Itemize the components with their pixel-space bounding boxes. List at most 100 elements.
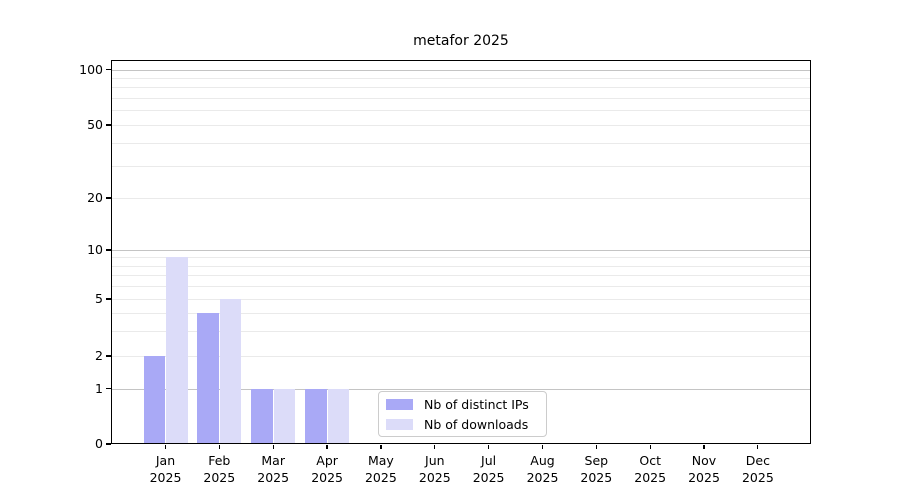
- y-tick-mark: [106, 355, 111, 357]
- x-tick-year: 2025: [203, 470, 236, 485]
- y-tick-mark: [106, 68, 111, 71]
- x-tick-mark: [380, 444, 382, 449]
- y-tick-label: 2: [95, 348, 103, 363]
- x-tick-year: 2025: [472, 470, 505, 485]
- x-tick-year: 2025: [364, 470, 397, 485]
- x-tick-mark: [488, 444, 490, 449]
- y-tick-mark: [106, 387, 111, 390]
- x-tick-month: Aug: [530, 453, 555, 468]
- gridline-minor: [112, 257, 810, 259]
- y-tick-label: 50: [87, 117, 103, 132]
- y-tick-mark: [106, 298, 111, 300]
- x-tick-label: Jan 2025: [136, 452, 196, 486]
- gridline-minor: [112, 198, 810, 199]
- gridline-minor: [112, 312, 810, 314]
- x-tick-mark: [541, 444, 544, 449]
- bar-nb-of-downloads-jan: [166, 257, 188, 443]
- bar-nb-of-downloads-feb: [219, 299, 242, 443]
- bar-nb-of-distinct-ips-apr: [305, 388, 327, 443]
- x-tick-mark: [272, 444, 274, 449]
- x-tick-month: Mar: [261, 453, 285, 468]
- x-tick-label: May 2025: [351, 452, 411, 486]
- y-tick-label: 5: [95, 291, 103, 306]
- y-tick-label: 20: [87, 190, 103, 205]
- x-tick-year: 2025: [257, 470, 290, 485]
- legend-label: Nb of distinct IPs: [424, 396, 529, 412]
- gridline-minor: [112, 330, 810, 332]
- legend-row: Nb of downloads: [386, 417, 546, 432]
- x-tick-month: May: [367, 453, 394, 468]
- x-tick-year: 2025: [526, 470, 559, 485]
- x-tick-month: Feb: [208, 453, 231, 468]
- x-tick-mark: [164, 444, 167, 449]
- bar-nb-of-distinct-ips-jan: [143, 356, 165, 443]
- y-tick-label: 0: [95, 436, 103, 451]
- legend-label: Nb of downloads: [424, 416, 529, 432]
- legend-row: Nb of distinct IPs: [386, 397, 546, 412]
- x-tick-mark: [595, 444, 597, 449]
- gridline-minor: [112, 98, 810, 100]
- gridline-minor: [112, 87, 810, 89]
- x-tick-year: 2025: [418, 470, 451, 485]
- x-tick-label: Nov 2025: [674, 452, 734, 486]
- gridline-major: [112, 388, 810, 390]
- y-tick-mark: [106, 443, 111, 445]
- y-tick-mark: [106, 197, 111, 199]
- x-tick-month: Dec: [745, 453, 770, 468]
- x-tick-label: Sep 2025: [566, 452, 626, 486]
- gridline-minor: [112, 110, 810, 112]
- x-tick-month: Jun: [425, 453, 445, 468]
- x-tick-mark: [649, 444, 651, 449]
- bar-nb-of-downloads-mar: [273, 388, 296, 443]
- x-tick-mark: [218, 444, 220, 449]
- x-tick-month: Apr: [316, 453, 338, 468]
- gridline-minor: [112, 265, 810, 267]
- x-tick-month: Jan: [155, 453, 176, 468]
- y-tick-mark: [106, 249, 111, 251]
- x-tick-month: Oct: [639, 453, 661, 468]
- gridline-minor: [112, 356, 810, 357]
- x-tick-label: Aug 2025: [513, 452, 573, 486]
- bar-nb-of-downloads-apr: [327, 388, 350, 443]
- x-tick-label: Mar 2025: [243, 452, 303, 486]
- bar-nb-of-distinct-ips-mar: [251, 388, 273, 443]
- x-tick-label: Dec 2025: [728, 452, 788, 486]
- gridline-minor: [112, 142, 810, 144]
- bar-nb-of-distinct-ips-feb: [197, 312, 219, 443]
- y-tick-mark: [106, 124, 111, 126]
- gridline-minor: [112, 286, 810, 288]
- chart-title: metafor 2025: [413, 33, 509, 49]
- gridline-major: [112, 69, 810, 71]
- x-tick-mark: [434, 444, 436, 449]
- x-tick-month: Sep: [584, 453, 609, 468]
- gridline-minor: [112, 125, 810, 126]
- gridline-minor: [112, 77, 810, 79]
- legend: Nb of distinct IPs Nb of downloads: [378, 391, 547, 437]
- x-tick-month: Nov: [691, 453, 717, 468]
- legend-swatch: [386, 418, 413, 430]
- x-tick-year: 2025: [580, 470, 613, 485]
- gridline-minor: [112, 165, 810, 167]
- x-tick-label: Apr 2025: [297, 452, 357, 486]
- x-tick-year: 2025: [311, 470, 343, 485]
- x-tick-year: 2025: [634, 470, 667, 485]
- gridline-major: [112, 250, 810, 251]
- x-tick-mark: [757, 444, 759, 449]
- y-tick-label: 100: [79, 61, 103, 77]
- x-tick-label: Jul 2025: [459, 452, 519, 486]
- x-tick-year: 2025: [688, 470, 720, 485]
- x-tick-label: Oct 2025: [620, 452, 680, 486]
- x-tick-mark: [703, 444, 705, 449]
- x-tick-label: Feb 2025: [189, 452, 249, 486]
- x-tick-year: 2025: [149, 470, 182, 485]
- x-tick-mark: [326, 444, 328, 449]
- x-tick-month: Jul: [481, 453, 497, 468]
- gridline-minor: [112, 275, 810, 277]
- y-tick-label: 10: [87, 242, 103, 257]
- x-tick-label: Jun 2025: [405, 452, 465, 486]
- gridline-minor: [112, 299, 810, 300]
- y-tick-label: 1: [95, 380, 103, 396]
- legend-swatch: [386, 398, 413, 410]
- x-tick-year: 2025: [741, 470, 774, 485]
